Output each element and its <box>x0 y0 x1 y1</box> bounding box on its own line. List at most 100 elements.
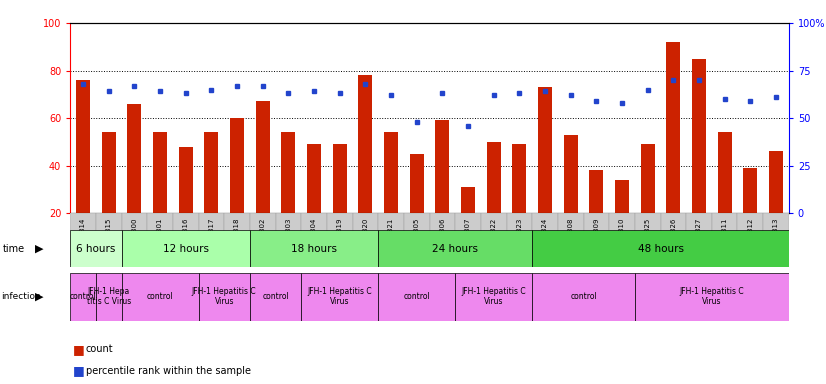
Bar <box>661 213 686 265</box>
Bar <box>532 230 789 267</box>
Text: GSM523815: GSM523815 <box>106 218 112 260</box>
Text: GSM523804: GSM523804 <box>311 218 317 260</box>
Bar <box>378 273 455 321</box>
Bar <box>506 213 532 265</box>
Bar <box>249 213 276 265</box>
Bar <box>224 213 249 265</box>
Text: GSM523817: GSM523817 <box>208 218 215 260</box>
Text: JFH-1 Hepatitis C
Virus: JFH-1 Hepatitis C Virus <box>307 287 372 306</box>
Bar <box>532 273 635 321</box>
Bar <box>121 230 249 267</box>
Bar <box>198 273 249 321</box>
Bar <box>255 101 270 213</box>
Bar <box>378 213 404 265</box>
Bar <box>712 213 738 265</box>
Text: 24 hours: 24 hours <box>432 243 478 254</box>
Bar <box>718 132 732 213</box>
Bar <box>333 144 347 213</box>
Bar <box>589 170 604 213</box>
Bar <box>635 273 789 321</box>
Text: JFH-1 Hepatitis C
Virus: JFH-1 Hepatitis C Virus <box>192 287 257 306</box>
Bar <box>583 213 609 265</box>
Text: infection: infection <box>1 292 40 301</box>
Text: GSM523808: GSM523808 <box>567 218 574 260</box>
Text: control: control <box>147 292 173 301</box>
Text: control: control <box>570 292 597 301</box>
Bar <box>538 87 552 213</box>
Bar <box>121 273 198 321</box>
Bar <box>481 213 506 265</box>
Bar <box>738 213 763 265</box>
Bar <box>358 75 373 213</box>
Bar <box>641 144 655 213</box>
Text: 6 hours: 6 hours <box>76 243 116 254</box>
Bar <box>635 213 661 265</box>
Bar <box>102 132 116 213</box>
Bar <box>667 42 681 213</box>
Text: GSM523802: GSM523802 <box>259 218 266 260</box>
Text: GSM523805: GSM523805 <box>414 218 420 260</box>
Text: GSM523813: GSM523813 <box>773 218 779 260</box>
Text: ▶: ▶ <box>35 291 43 302</box>
Bar <box>121 213 147 265</box>
Bar <box>558 213 583 265</box>
Bar <box>173 213 198 265</box>
Text: GSM523820: GSM523820 <box>363 218 368 260</box>
Bar <box>127 104 141 213</box>
Bar <box>532 213 558 265</box>
Bar <box>378 230 532 267</box>
Text: JFH-1 Hepatitis C
Virus: JFH-1 Hepatitis C Virus <box>462 287 526 306</box>
Bar <box>430 213 455 265</box>
Text: 48 hours: 48 hours <box>638 243 683 254</box>
Text: GSM523821: GSM523821 <box>388 218 394 260</box>
Bar <box>615 180 629 213</box>
Text: GSM523818: GSM523818 <box>234 218 240 260</box>
Text: GSM523801: GSM523801 <box>157 218 163 260</box>
Bar <box>384 132 398 213</box>
Bar <box>96 213 121 265</box>
Bar <box>70 213 96 265</box>
Text: count: count <box>86 344 113 354</box>
Text: GSM523809: GSM523809 <box>593 218 600 260</box>
Text: GSM523824: GSM523824 <box>542 218 548 260</box>
Bar <box>455 273 532 321</box>
Text: GSM523826: GSM523826 <box>671 218 676 260</box>
Text: GSM523822: GSM523822 <box>491 218 496 260</box>
Bar <box>76 80 90 213</box>
Bar <box>178 147 192 213</box>
Bar <box>404 213 430 265</box>
Bar <box>249 230 378 267</box>
Bar <box>249 273 301 321</box>
Text: ■: ■ <box>73 343 84 356</box>
Bar <box>609 213 635 265</box>
Text: 12 hours: 12 hours <box>163 243 209 254</box>
Text: GSM523825: GSM523825 <box>644 218 651 260</box>
Bar <box>763 213 789 265</box>
Bar <box>512 144 526 213</box>
Text: control: control <box>403 292 430 301</box>
Bar <box>327 213 353 265</box>
Bar <box>461 187 475 213</box>
Bar <box>301 273 378 321</box>
Bar <box>410 154 424 213</box>
Text: GSM523810: GSM523810 <box>619 218 625 260</box>
Bar <box>70 230 121 267</box>
Bar <box>487 142 501 213</box>
Bar <box>96 273 121 321</box>
Bar <box>455 213 481 265</box>
Text: GSM523803: GSM523803 <box>285 218 292 260</box>
Bar <box>435 121 449 213</box>
Text: control: control <box>262 292 289 301</box>
Bar <box>230 118 244 213</box>
Bar <box>692 59 706 213</box>
Text: GSM523823: GSM523823 <box>516 218 522 260</box>
Bar <box>276 213 301 265</box>
Bar <box>563 135 577 213</box>
Text: percentile rank within the sample: percentile rank within the sample <box>86 366 251 376</box>
Text: 18 hours: 18 hours <box>291 243 337 254</box>
Bar <box>743 168 757 213</box>
Text: ■: ■ <box>73 364 84 377</box>
Text: GSM523806: GSM523806 <box>439 218 445 260</box>
Text: control: control <box>69 292 97 301</box>
Bar <box>769 151 783 213</box>
